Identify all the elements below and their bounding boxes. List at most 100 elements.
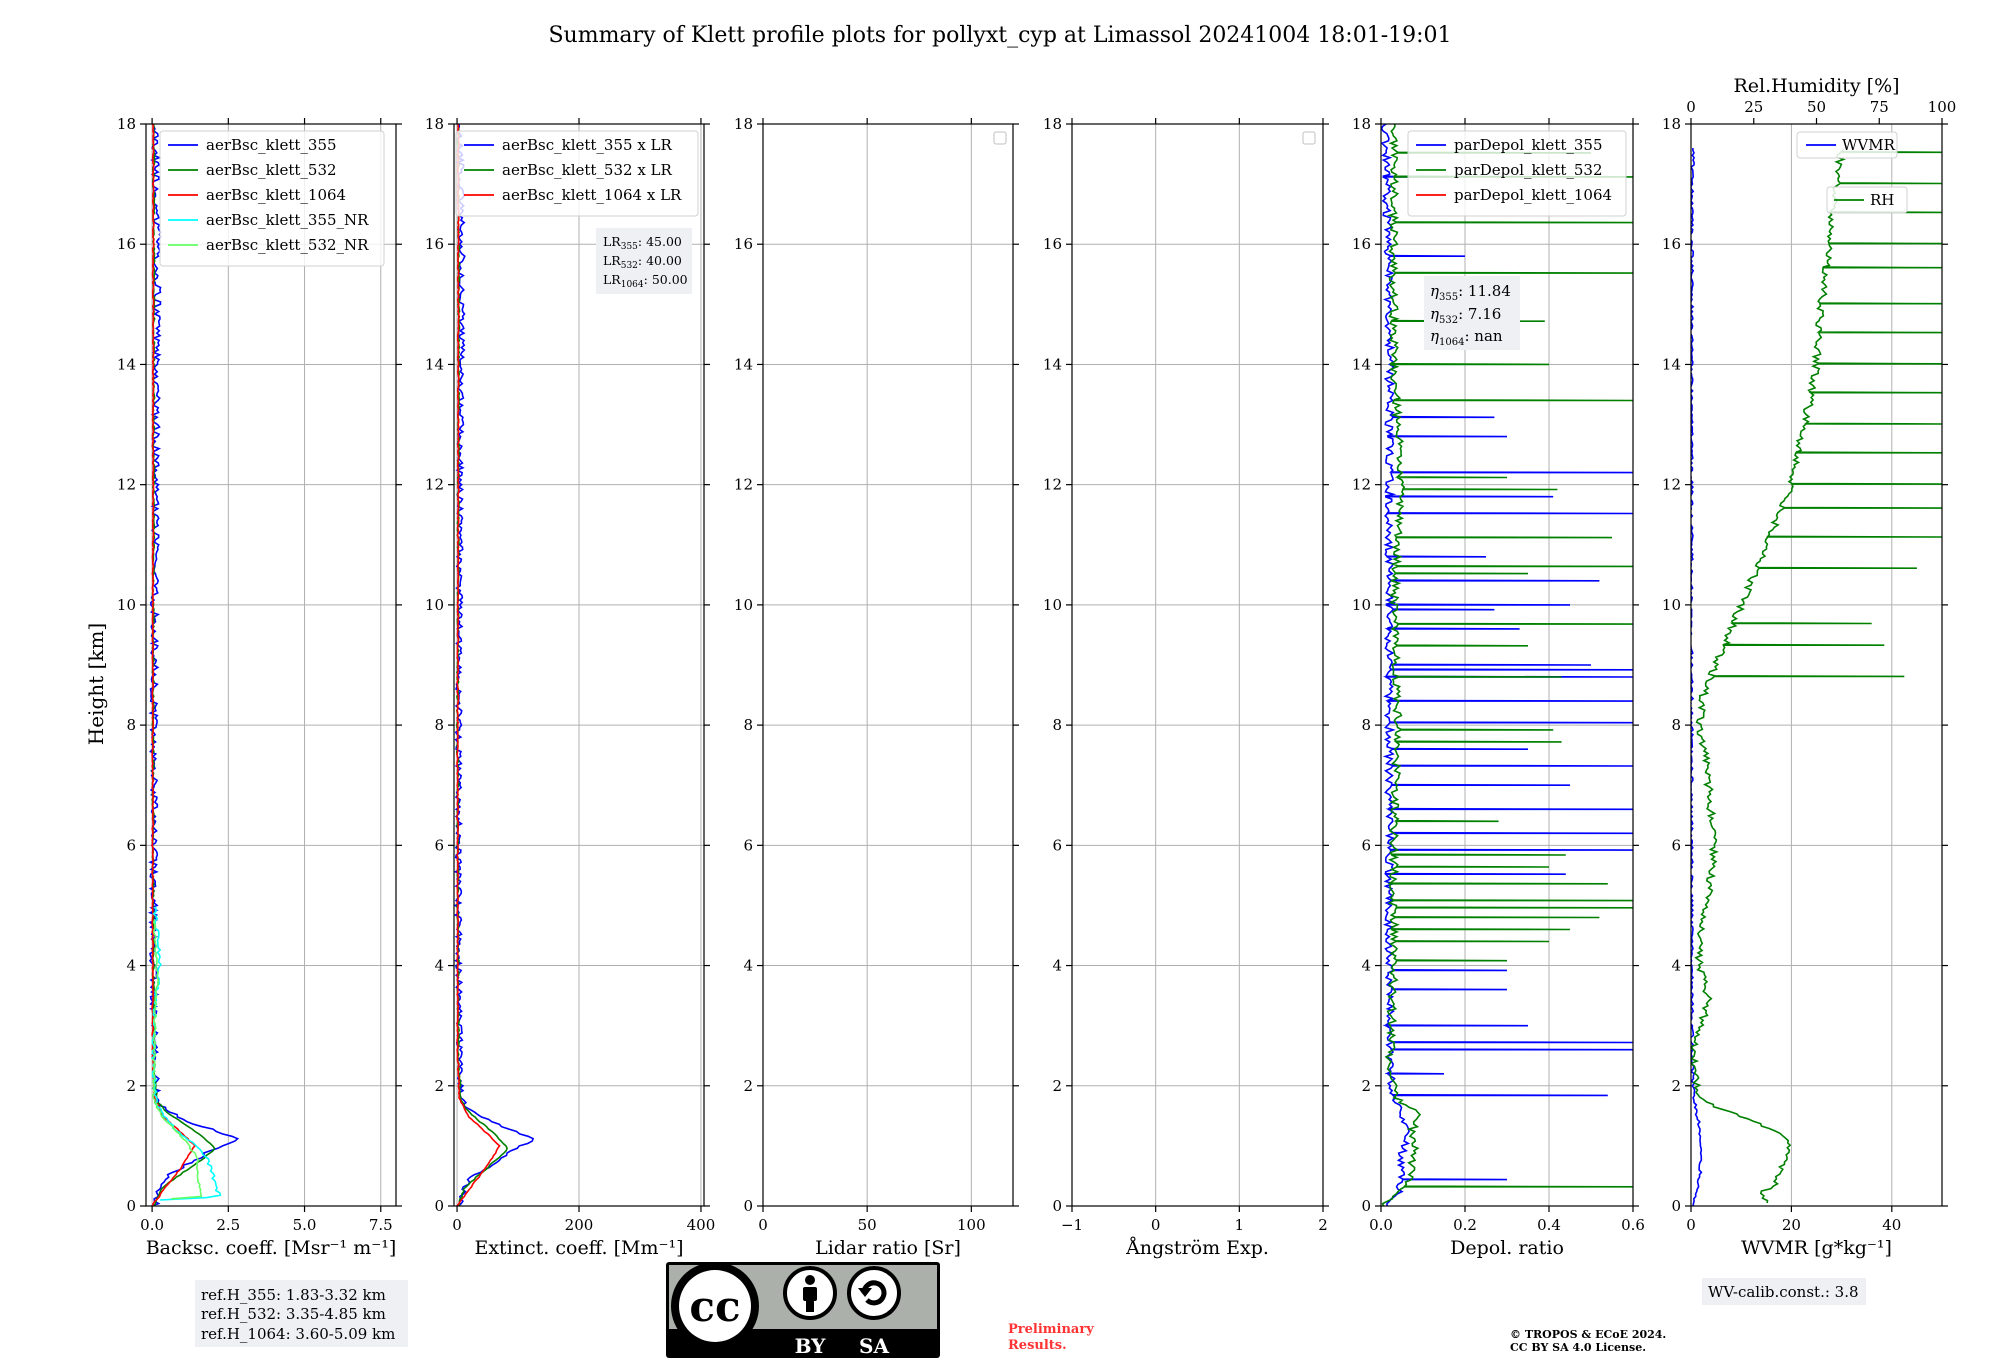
- y-tick-label: 8: [1052, 716, 1062, 734]
- axes-frame: [762, 123, 1014, 1207]
- y-tick-label: 0: [434, 1197, 444, 1215]
- cc-by-sa-badge: cc BY SA: [666, 1262, 940, 1358]
- plot-area: [1691, 148, 1942, 1206]
- eta-info: η355: 11.84 η532: 7.16 η1064: nan: [1424, 276, 1520, 350]
- x-tick-label: 40: [1882, 1216, 1901, 1234]
- series-line-parDepol_klett_532: [1381, 124, 1633, 1206]
- y-tick-label: 6: [743, 836, 753, 854]
- ref-height-1064: ref.H_1064: 3.60-5.09 km: [201, 1325, 395, 1343]
- series-line-aerBsc_klett_355_NR: [150, 906, 222, 1201]
- x-axis-label: Backsc. coeff. [Msr⁻¹ m⁻¹]: [146, 1237, 397, 1259]
- y-tick-label: 6: [1671, 836, 1681, 854]
- wv-calibration-text: WV-calib.const.: 3.8: [1708, 1283, 1859, 1301]
- panel-3: 0 2 4 6 8 10 12 14 16 18 0 50 100 Lidar ratio [Sr]: [734, 115, 1019, 1259]
- plot-area: [1381, 124, 1633, 1206]
- y-tick-label: 10: [1662, 596, 1681, 614]
- x2-tick-label: 75: [1870, 98, 1889, 116]
- legend-label: aerBsc_klett_355: [206, 136, 337, 154]
- y-tick-label: 2: [743, 1077, 753, 1095]
- y-tick-label: 18: [425, 115, 444, 133]
- lidar-ratio-info: LR355: 45.00 LR532: 40.00 LR1064: 50.00: [596, 228, 692, 294]
- y-tick-label: 12: [1352, 476, 1371, 494]
- y-tick-label: 0: [1361, 1197, 1371, 1215]
- x-tick-label: 200: [565, 1216, 594, 1234]
- legend-label: WVMR: [1842, 136, 1896, 154]
- x2-tick-label: 100: [1928, 98, 1957, 116]
- panel-1: 0 2 4 6 8 10 12 14 16 18 0.0 2.5 5.0 7.5 Backsc. coeff…: [117, 115, 402, 1259]
- cc-logo-text: cc: [689, 1282, 740, 1331]
- y-tick-label: 6: [1052, 836, 1062, 854]
- y-tick-label: 4: [1361, 957, 1371, 975]
- x-tick-label: 1: [1235, 1216, 1245, 1234]
- axes-frame: [1690, 123, 1943, 1207]
- panel-6: 0 2 4 6 8 10 12 14 16 18 0 20 40 WVMR [g*kg⁻¹] 0 25 50 75…: [1662, 75, 1956, 1259]
- y-axis-label: Height [km]: [84, 623, 108, 745]
- svg-text:Results.: Results.: [1008, 1338, 1067, 1353]
- legend-wvmr: WVMR: [1796, 131, 1898, 159]
- svg-text:η1064: nan: η1064: nan: [1430, 327, 1503, 348]
- legend-label: aerBsc_klett_1064: [206, 186, 346, 204]
- series-line-aerBsc_klett_355: [147, 124, 240, 1206]
- x2-axis-label: Rel.Humidity [%]: [1733, 75, 1899, 97]
- y-tick-label: 4: [1052, 957, 1062, 975]
- y-tick-label: 0: [743, 1197, 753, 1215]
- x-tick-label: 0.2: [1453, 1216, 1477, 1234]
- y-tick-label: 16: [1352, 235, 1371, 253]
- x2-tick-label: 25: [1744, 98, 1763, 116]
- plot-area: [454, 124, 535, 1206]
- y-tick-label: 14: [117, 355, 136, 373]
- y-tick-label: 18: [1043, 115, 1062, 133]
- preliminary-note: Preliminary Results.: [1008, 1322, 1094, 1353]
- y-tick-label: 4: [1671, 957, 1681, 975]
- eta-355-value: 11.84: [1468, 282, 1511, 300]
- svg-text:LR532: 40.00: LR532: 40.00: [603, 253, 682, 271]
- svg-text:η355: 11.84: η355: 11.84: [1430, 282, 1511, 303]
- series-line-aerBsc_klett_532: [151, 124, 216, 1206]
- series-line-aerBsc_klett_532 x LR: [455, 124, 508, 1206]
- legend-box: [1796, 131, 1898, 159]
- series-line-aerBsc_klett_532_NR: [151, 919, 203, 1200]
- y-tick-label: 18: [1662, 115, 1681, 133]
- eta-532-value: 7.16: [1468, 305, 1501, 323]
- legend-panel-2: aerBsc_klett_355 x LR aerBsc_klett_532 x …: [455, 130, 699, 217]
- y-tick-label: 14: [1352, 355, 1371, 373]
- sa-share-icon: [847, 1266, 901, 1320]
- legend-empty-panel-4: [1302, 131, 1316, 145]
- y-tick-label: 16: [425, 235, 444, 253]
- y-tick-label: 8: [1361, 716, 1371, 734]
- x-tick-label: 100: [957, 1216, 986, 1234]
- x-axis-label: Depol. ratio: [1450, 1237, 1564, 1259]
- x-tick-label: 50: [858, 1216, 877, 1234]
- y-tick-label: 16: [117, 235, 136, 253]
- y-tick-label: 14: [734, 355, 753, 373]
- y-tick-label: 12: [1043, 476, 1062, 494]
- axes-frame: [145, 123, 397, 1207]
- x-tick-label: −1: [1061, 1216, 1083, 1234]
- svg-text:η532: 7.16: η532: 7.16: [1430, 305, 1501, 326]
- y-tick-label: 2: [434, 1077, 444, 1095]
- x-axis-label: Extinct. coeff. [Mm⁻¹]: [474, 1237, 683, 1259]
- svg-text:© TROPOS & ECoE 2024.: © TROPOS & ECoE 2024.: [1510, 1328, 1666, 1341]
- y-tick-label: 16: [1043, 235, 1062, 253]
- y-tick-label: 8: [126, 716, 136, 734]
- series-line-aerBsc_klett_1064: [151, 124, 196, 1206]
- y-tick-label: 2: [1052, 1077, 1062, 1095]
- y-tick-label: 4: [743, 957, 753, 975]
- legend-empty-panel-3: [993, 131, 1007, 145]
- series-line-aerBsc_klett_355 x LR: [454, 124, 535, 1206]
- y-tick-label: 12: [1662, 476, 1681, 494]
- y-tick-label: 12: [734, 476, 753, 494]
- x-tick-label: 0.6: [1621, 1216, 1645, 1234]
- by-label: BY: [795, 1334, 827, 1358]
- y-tick-label: 4: [126, 957, 136, 975]
- y-tick-label: 12: [117, 476, 136, 494]
- y-tick-label: 10: [1352, 596, 1371, 614]
- ref-height-532: ref.H_532: 3.35-4.85 km: [201, 1305, 386, 1323]
- y-tick-label: 16: [1662, 235, 1681, 253]
- legend-label: aerBsc_klett_355 x LR: [502, 136, 673, 154]
- y-tick-label: 6: [434, 836, 444, 854]
- axes-frame: [1380, 123, 1634, 1207]
- figure-title: Summary of Klett profile plots for polly…: [548, 23, 1451, 48]
